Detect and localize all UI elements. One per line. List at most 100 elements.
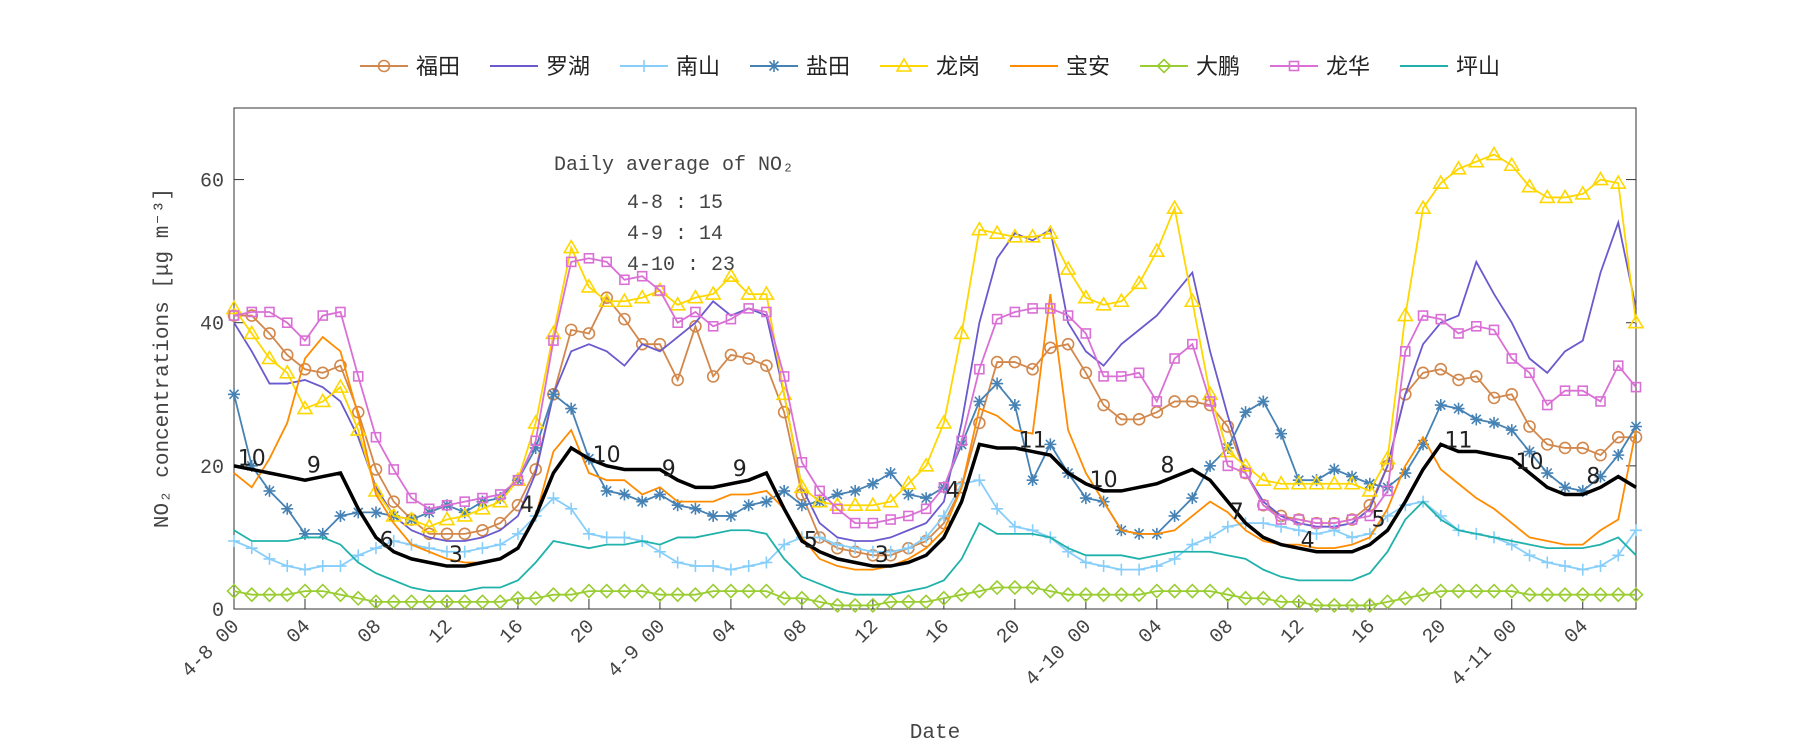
x-tick-label: 4-10 00 xyxy=(1021,616,1097,692)
marker xyxy=(1151,396,1163,407)
marker xyxy=(920,503,932,515)
marker xyxy=(1503,156,1521,172)
marker xyxy=(618,488,631,501)
marker xyxy=(1523,549,1536,562)
marker xyxy=(1133,563,1146,576)
marker xyxy=(865,597,881,614)
marker xyxy=(1149,583,1165,599)
marker xyxy=(1382,485,1393,497)
marker xyxy=(334,560,347,573)
marker xyxy=(352,506,365,519)
marker xyxy=(1310,527,1323,540)
marker xyxy=(937,509,950,522)
marker xyxy=(245,459,258,472)
marker xyxy=(1539,587,1555,603)
marker xyxy=(687,587,704,603)
marker xyxy=(638,60,650,72)
marker xyxy=(388,464,400,475)
x-tick-label: 16 xyxy=(922,616,955,649)
marker xyxy=(902,488,915,501)
marker xyxy=(494,492,507,505)
marker xyxy=(1186,395,1199,408)
marker xyxy=(315,583,331,599)
marker xyxy=(795,499,808,512)
marker xyxy=(1009,306,1021,318)
marker xyxy=(281,502,294,515)
marker xyxy=(936,590,952,606)
marker xyxy=(813,531,826,544)
marker xyxy=(477,492,488,504)
marker xyxy=(1485,145,1503,161)
marker xyxy=(1239,406,1252,419)
marker xyxy=(226,583,242,599)
marker xyxy=(547,492,560,505)
marker xyxy=(261,349,278,365)
marker xyxy=(1523,420,1536,433)
marker xyxy=(1041,224,1059,240)
marker xyxy=(545,587,562,603)
marker xyxy=(832,503,843,515)
marker xyxy=(582,527,595,540)
marker xyxy=(296,400,314,415)
average-line xyxy=(233,442,1637,568)
marker xyxy=(1417,438,1430,451)
x-tick-label: 20 xyxy=(1418,616,1451,649)
series-line xyxy=(233,219,1637,542)
marker xyxy=(1559,385,1571,397)
marker xyxy=(420,518,438,533)
marker xyxy=(707,560,720,573)
marker xyxy=(1612,360,1624,371)
marker xyxy=(1166,583,1183,599)
marker xyxy=(1292,474,1305,487)
marker xyxy=(776,590,792,606)
marker xyxy=(1559,560,1572,573)
window-label: 8 xyxy=(1160,454,1174,479)
marker xyxy=(671,373,684,387)
marker xyxy=(1255,590,1271,606)
marker xyxy=(1308,597,1325,614)
marker xyxy=(1204,396,1216,407)
marker xyxy=(1364,510,1376,522)
marker xyxy=(1258,499,1269,511)
marker xyxy=(829,597,846,614)
marker xyxy=(1272,475,1290,490)
marker xyxy=(1079,492,1092,505)
marker xyxy=(1257,517,1270,530)
x-tick-label: 04 xyxy=(1135,616,1168,649)
marker xyxy=(616,583,633,599)
marker xyxy=(440,545,453,558)
window-label: 4 xyxy=(1301,529,1315,554)
marker xyxy=(350,590,366,606)
plot-frame xyxy=(233,107,1637,610)
series-line xyxy=(233,586,1636,607)
marker xyxy=(671,556,684,569)
marker xyxy=(600,484,613,497)
annotation-title: Daily average of NO₂ xyxy=(554,154,794,177)
marker xyxy=(422,527,436,541)
marker xyxy=(725,313,737,325)
marker xyxy=(492,594,508,610)
marker xyxy=(812,594,828,610)
marker xyxy=(1328,524,1341,537)
marker xyxy=(1168,552,1181,565)
marker xyxy=(1488,324,1500,336)
marker xyxy=(633,289,651,304)
x-tick-label: 16 xyxy=(496,616,529,649)
marker xyxy=(1415,587,1431,603)
annotation-line: 4-9 : 14 xyxy=(627,223,723,246)
marker xyxy=(831,538,844,551)
marker xyxy=(1612,549,1625,562)
marker xyxy=(1059,260,1077,275)
marker xyxy=(599,583,615,599)
marker xyxy=(1558,441,1572,455)
marker xyxy=(279,587,295,603)
marker xyxy=(1168,395,1181,408)
legend-label: 大鹏 xyxy=(1196,55,1240,80)
marker xyxy=(991,313,1003,325)
marker xyxy=(1505,424,1518,437)
marker xyxy=(458,506,471,519)
marker xyxy=(370,431,382,443)
marker xyxy=(849,517,861,529)
window-label: 3 xyxy=(449,543,463,568)
marker xyxy=(1133,367,1145,379)
